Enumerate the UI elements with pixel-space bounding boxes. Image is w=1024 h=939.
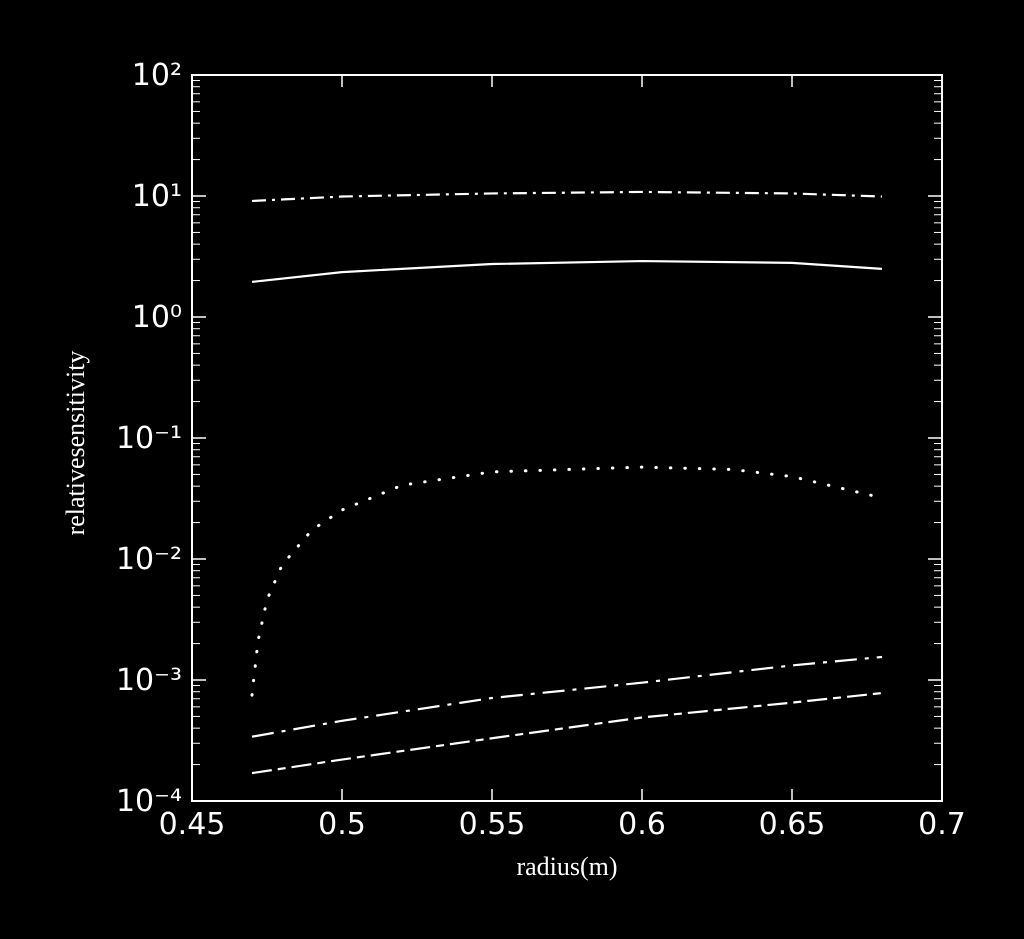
x-tick-label: 0.7 (918, 807, 966, 842)
y-axis-label: relativesensitivity (61, 351, 90, 536)
x-tick-label: 0.5 (318, 807, 366, 842)
series-line (251, 259, 883, 283)
series-line (250, 465, 884, 697)
y-tick-label: 10¹ (132, 179, 182, 214)
series-line (251, 190, 883, 203)
x-tick-label: 0.6 (618, 807, 666, 842)
x-tick-label: 0.65 (759, 807, 826, 842)
x-axis-label: radius(m) (516, 852, 617, 881)
x-tick-label: 0.55 (459, 807, 526, 842)
y-tick-label: 10² (132, 58, 182, 93)
y-tick-label: 10⁻² (116, 542, 182, 577)
y-tick-label: 10⁻³ (116, 663, 182, 698)
series-line (251, 655, 883, 738)
x-tick-label: 0.45 (159, 807, 226, 842)
y-tick-label: 10⁻⁴ (116, 784, 182, 819)
y-tick-label: 10⁻¹ (116, 421, 182, 456)
y-tick-label: 10⁰ (132, 300, 182, 335)
